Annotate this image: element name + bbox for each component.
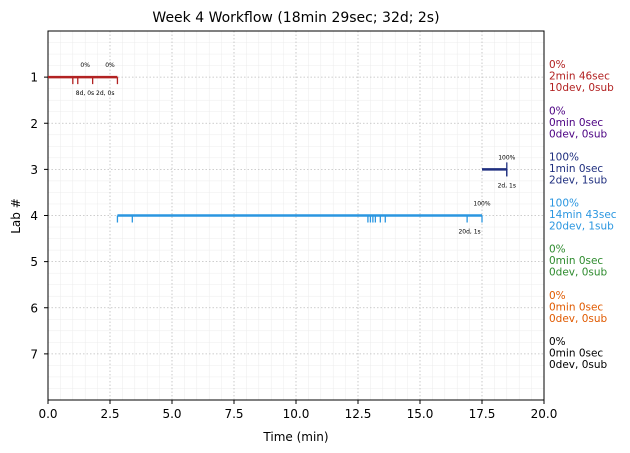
lab-summary-6: 0dev, 0sub [549, 313, 608, 325]
lab-summary-7: 0% [549, 336, 566, 348]
x-tick-label: 2.5 [100, 407, 119, 421]
lab-summary-3: 100% [549, 151, 579, 163]
lab-summary-2: 0min 0sec [549, 117, 603, 129]
x-tick-label: 5.0 [162, 407, 181, 421]
x-tick-label: 10.0 [283, 407, 310, 421]
device-label-1: 8d, 0s 2d, 0s [76, 90, 115, 97]
lab-summary-6: 0min 0sec [549, 301, 603, 313]
lab-summary-4: 20dev, 1sub [549, 221, 614, 233]
x-tick-label: 15.0 [407, 407, 434, 421]
lab-summary-6: 0% [549, 290, 566, 302]
y-axis-label: Lab # [9, 198, 23, 234]
lab-summary-7: 0dev, 0sub [549, 359, 608, 371]
x-tick-label: 0.0 [38, 407, 57, 421]
x-tick-label: 17.5 [469, 407, 496, 421]
axes: 0.0 2.5 5.0 7.5 10.0 12.5 15.0 17.5 20.0 1 2 3 4 5 6 7 [30, 71, 557, 421]
lab-summary-3: 1min 0sec [549, 163, 603, 175]
device-label-4: 20d, 1s [458, 229, 480, 236]
x-tick-label: 12.5 [345, 407, 372, 421]
y-tick-label: 4 [30, 209, 38, 223]
lab-summary-2: 0dev, 0sub [549, 128, 608, 140]
progress-label-1: 0% [105, 62, 115, 69]
lab-summary-4: 14min 43sec [549, 209, 617, 221]
lab-summary-7: 0min 0sec [549, 347, 603, 359]
y-tick-label: 6 [30, 301, 38, 315]
y-tick-label: 7 [30, 347, 38, 361]
y-tick-label: 1 [30, 71, 38, 85]
progress-label-3: 100% [498, 154, 515, 161]
y-tick-label: 5 [30, 255, 38, 269]
lab-summary-1: 0% [549, 59, 566, 71]
lab-series: 0% 0% 8d, 0s 2d, 0s 100% 2d, 1s 100% 20d, 1s [48, 62, 516, 236]
x-tick-label: 20.0 [531, 407, 558, 421]
device-label-3: 2d, 1s [498, 182, 516, 189]
lab-summary-2: 0% [549, 105, 566, 117]
lab-summary-5: 0min 0sec [549, 255, 603, 267]
lab-summary-3: 2dev, 1sub [549, 174, 608, 186]
lab-summary-4: 100% [549, 198, 579, 210]
y-tick-label: 2 [30, 117, 38, 131]
progress-label-1: 0% [80, 62, 90, 69]
x-axis-label: Time (min) [262, 430, 328, 444]
lab-summary-5: 0dev, 0sub [549, 267, 608, 279]
lab-summary-1: 2min 46sec [549, 71, 610, 83]
lab-summary-5: 0% [549, 244, 566, 256]
progress-label-4: 100% [473, 201, 490, 208]
x-tick-label: 7.5 [224, 407, 243, 421]
chart-title: Week 4 Workflow (18min 29sec; 32d; 2s) [152, 10, 439, 26]
lab-summary-1: 10dev, 0sub [549, 82, 614, 94]
y-tick-label: 3 [30, 163, 38, 177]
